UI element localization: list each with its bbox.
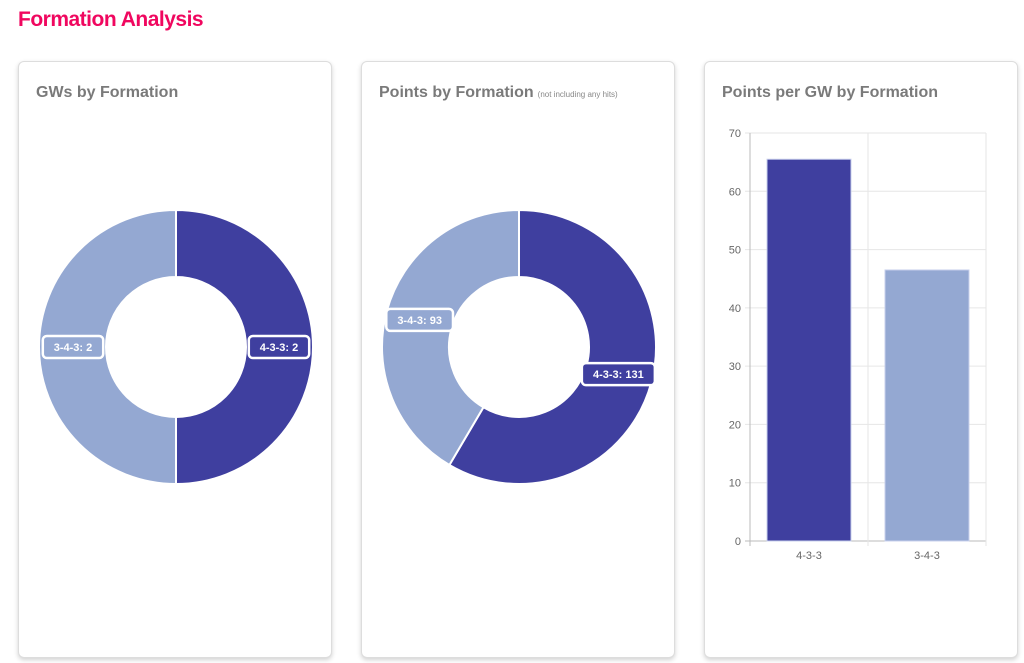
page-title: Formation Analysis bbox=[18, 8, 204, 31]
bar-chart: 0 10 20 30 40 50 60 70 4-3-3 3-4-3 bbox=[729, 128, 987, 562]
slice-label-box bbox=[41, 334, 105, 360]
card-title: Points per GW by Formation bbox=[722, 84, 939, 101]
gws-by-formation-card: GWs by Formation 4-3-3: 2 3-4-3: 2 bbox=[18, 61, 332, 658]
donut-chart: 4-3-3: 131 3-4-3: 93 bbox=[381, 208, 657, 485]
slice-label-box bbox=[247, 334, 311, 360]
donut-slice-3-4-3 bbox=[381, 208, 520, 467]
y-tick-label: 10 bbox=[729, 478, 741, 490]
y-tick-label: 40 bbox=[729, 303, 741, 315]
bar-4-3-3 bbox=[766, 158, 852, 542]
y-tick-label: 70 bbox=[729, 128, 741, 140]
y-tick-label: 60 bbox=[729, 186, 741, 198]
card-title: Points by Formation (not including any hi… bbox=[379, 84, 618, 102]
donut-slice-3-4-3 bbox=[38, 208, 177, 486]
slice-label-box bbox=[580, 361, 657, 387]
y-tick-label: 50 bbox=[729, 245, 741, 257]
donut-slice-4-3-3 bbox=[448, 208, 657, 485]
slice-label: 3-4-3: 2 bbox=[54, 342, 93, 354]
card-title: GWs by Formation bbox=[36, 84, 179, 101]
card-subtitle: (not including any hits) bbox=[537, 90, 618, 99]
y-tick-label: 20 bbox=[729, 419, 741, 431]
y-tick-label: 30 bbox=[729, 361, 741, 373]
donut-chart: 4-3-3: 2 3-4-3: 2 bbox=[38, 208, 314, 486]
slice-label: 4-3-3: 131 bbox=[593, 369, 644, 381]
points-by-formation-card: Points by Formation (not including any hi… bbox=[361, 61, 675, 658]
slice-label: 4-3-3: 2 bbox=[260, 342, 299, 354]
card-title-text: Points by Formation bbox=[379, 84, 534, 101]
bar-3-4-3 bbox=[884, 269, 970, 542]
points-per-gw-card: Points per GW by Formation 0 10 20 30 40 50 60… bbox=[704, 61, 1018, 658]
slice-label: 3-4-3: 93 bbox=[397, 315, 442, 327]
x-tick-label: 4-3-3 bbox=[796, 550, 822, 562]
slice-label-box bbox=[385, 307, 455, 333]
donut-slice-4-3-3 bbox=[175, 208, 314, 486]
y-tick-label: 0 bbox=[735, 536, 741, 548]
x-tick-label: 3-4-3 bbox=[914, 550, 940, 562]
